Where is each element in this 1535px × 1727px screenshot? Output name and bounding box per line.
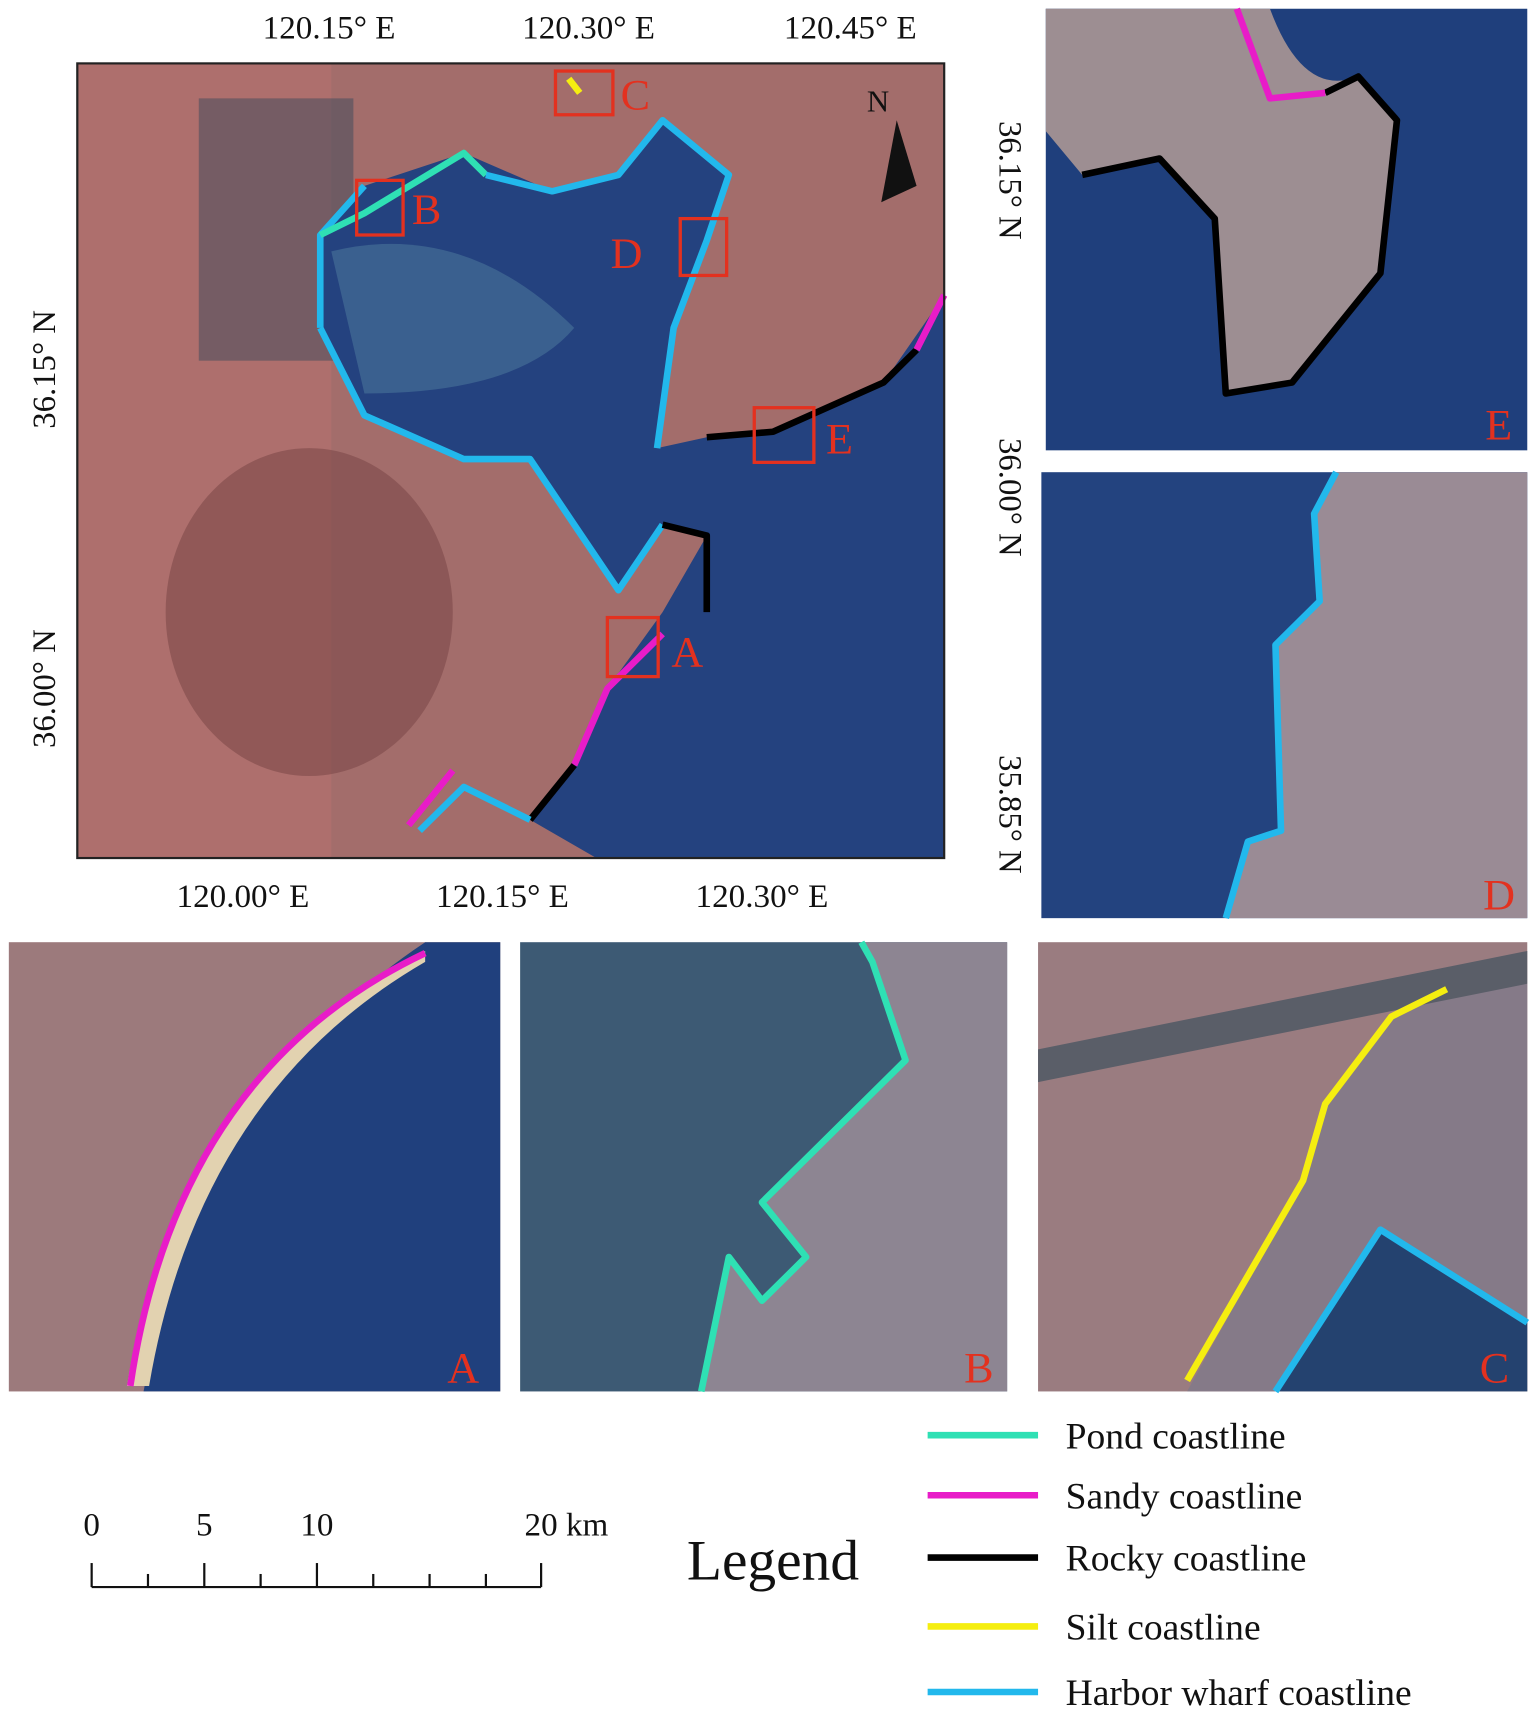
water: [143, 942, 501, 1392]
legend-label: Harbor wharf coastline: [1066, 1673, 1412, 1714]
inset-label: B: [964, 1344, 993, 1393]
box-label: C: [621, 71, 650, 120]
beach: [126, 950, 426, 1386]
land: [1225, 472, 1528, 919]
coastline: [417, 783, 532, 834]
inset-e: E: [1045, 7, 1528, 451]
tick-label: 120.45° E: [784, 10, 917, 46]
coastline: [1184, 986, 1449, 1383]
map-frame: [76, 62, 946, 860]
inset-box: [678, 216, 729, 278]
inset-b: B: [520, 940, 1008, 1393]
legend-title: Legend: [687, 1530, 859, 1593]
coastline: [127, 950, 427, 1387]
coastline: [406, 768, 456, 828]
inset-c: C: [1038, 942, 1530, 1394]
tick-label: 36.00° N: [27, 629, 63, 748]
box-label: D: [611, 229, 643, 278]
coastline: [318, 149, 489, 238]
land: [1045, 8, 1397, 394]
tick-label: 36.15° N: [27, 310, 63, 429]
tick-label: 35.85° N: [991, 755, 1027, 874]
inset-box: [553, 69, 615, 117]
inset-box: [355, 178, 405, 237]
box-label: E: [826, 415, 853, 464]
tick-label: 120.15° E: [263, 10, 396, 46]
inset-label: C: [1480, 1344, 1509, 1393]
inset-label: E: [1485, 401, 1512, 450]
coastline: [317, 326, 666, 594]
legend-label: Sandy coastline: [1066, 1477, 1303, 1518]
coastline: [913, 293, 948, 352]
coastline: [527, 763, 577, 822]
scale-label: 20 km: [525, 1508, 609, 1544]
coastline: [1081, 73, 1401, 397]
tick-label: 120.30° E: [696, 879, 829, 915]
inset-box: [752, 406, 816, 464]
scale-label: 10: [300, 1508, 333, 1544]
legend-label: Rocky coastline: [1066, 1539, 1307, 1580]
hills: [165, 448, 453, 777]
tick-label: 120.00° E: [177, 879, 310, 915]
pond: [1275, 1229, 1528, 1392]
coastline: [485, 116, 733, 449]
tick-label: 120.30° E: [522, 10, 655, 46]
legend-label: Silt coastline: [1066, 1608, 1261, 1649]
coastline: [1272, 1226, 1530, 1394]
shallow-water: [331, 243, 575, 394]
tick-label: 120.15° E: [436, 879, 569, 915]
coastline: [1233, 7, 1326, 102]
road: [1038, 950, 1528, 1083]
coastline: [566, 76, 583, 95]
coastline: [697, 940, 909, 1393]
inset-d: D: [1041, 470, 1528, 920]
legend-label: Pond coastline: [1066, 1416, 1286, 1457]
box-label: B: [412, 185, 441, 234]
north-arrow: [881, 120, 917, 203]
coastline: [571, 631, 665, 767]
tick-label: 36.00° N: [991, 438, 1027, 557]
scale-label: 0: [83, 1508, 100, 1544]
inset-box: [605, 615, 660, 679]
scale-bar: [90, 1563, 543, 1589]
coastline: [661, 521, 711, 613]
inset-a: A: [8, 942, 501, 1393]
inset-label: D: [1483, 871, 1515, 920]
box-label: A: [671, 628, 703, 677]
coastline: [706, 347, 919, 441]
coastline: [1222, 470, 1340, 920]
north-label: N: [867, 85, 889, 119]
main-map: A B C D E N 120.15° E 120.30° E 120.45° …: [27, 10, 1027, 915]
scale-label: 5: [196, 1508, 213, 1544]
inset-label: A: [447, 1344, 479, 1393]
legend: Pond coastline Sandy coastline Rocky coast…: [927, 1416, 1412, 1714]
tick-label: 36.15° N: [991, 121, 1027, 240]
water: [701, 942, 1008, 1392]
